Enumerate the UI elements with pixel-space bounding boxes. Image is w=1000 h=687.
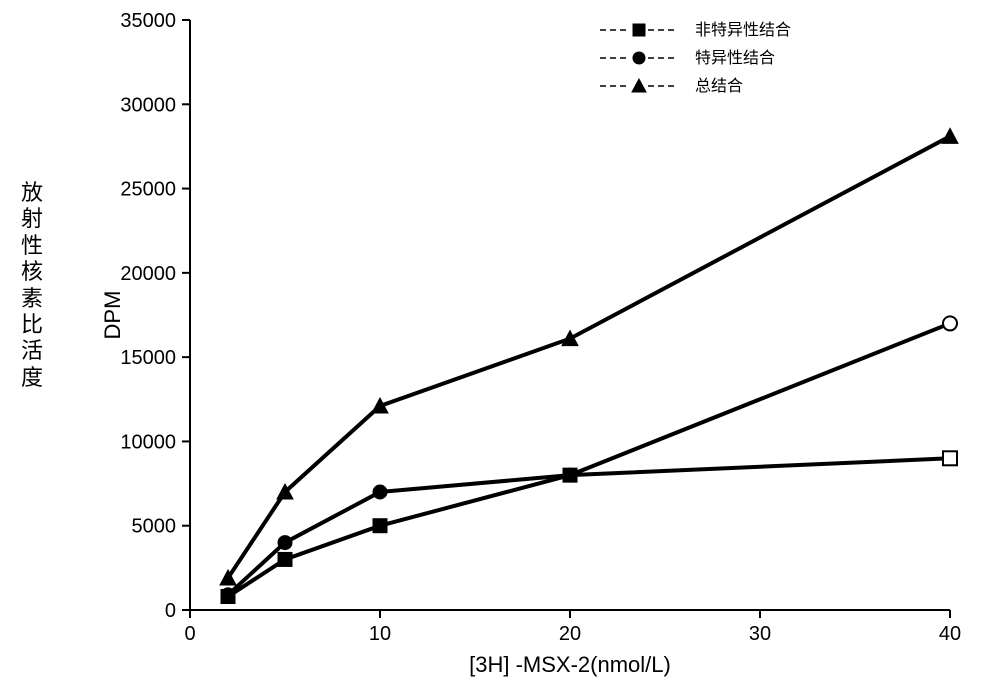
series-line	[228, 458, 950, 596]
y-tick-label: 20000	[120, 263, 176, 285]
y-tick-label: 35000	[120, 10, 176, 32]
y-axis-outer-label: 放射性核素比活度	[20, 180, 44, 391]
marker-circle	[943, 316, 957, 330]
y-tick-label: 30000	[120, 94, 176, 116]
y-tick-label: 10000	[120, 431, 176, 453]
marker-square	[943, 451, 957, 465]
y-tick-label: 5000	[132, 516, 177, 538]
chart-container: 0 5000 10000 15000 20000 25000 30000 35000 0 10 20…	[80, 0, 980, 687]
x-tick-label: 10	[369, 623, 391, 645]
y-axis-label: DPM	[100, 291, 125, 340]
marker-square	[633, 24, 645, 36]
y-tick-label: 0	[165, 600, 176, 622]
legend-label: 特异性结合	[695, 49, 775, 67]
marker-triangle	[942, 128, 958, 143]
marker-circle	[373, 485, 387, 499]
legend-label: 非特异性结合	[695, 21, 791, 39]
x-axis-label: [3H] -MSX-2(nmol/L)	[469, 652, 671, 677]
marker-square	[373, 519, 387, 533]
marker-circle	[221, 588, 235, 602]
x-tick-label: 0	[184, 623, 195, 645]
legend-label: 总结合	[695, 77, 743, 95]
y-tick-label: 15000	[120, 347, 176, 369]
series-line	[228, 323, 950, 594]
marker-triangle	[632, 79, 646, 92]
x-tick-label: 40	[939, 623, 961, 645]
y-tick-label: 25000	[120, 179, 176, 201]
marker-triangle	[562, 331, 578, 346]
x-tick-label: 20	[559, 623, 581, 645]
series-line	[228, 136, 950, 578]
line-chart: 0 5000 10000 15000 20000 25000 30000 35000 0 10 20…	[80, 0, 980, 687]
marker-circle	[633, 52, 645, 64]
marker-circle	[278, 536, 292, 550]
marker-square	[278, 552, 292, 566]
x-tick-label: 30	[749, 623, 771, 645]
marker-circle	[563, 468, 577, 482]
